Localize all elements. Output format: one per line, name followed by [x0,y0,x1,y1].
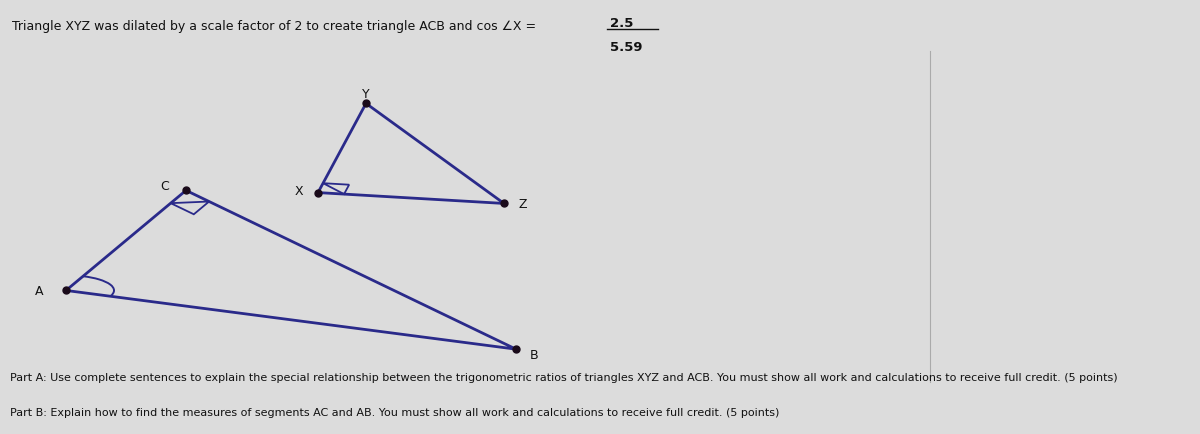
Text: Part A: Use complete sentences to explain the special relationship between the t: Part A: Use complete sentences to explai… [10,373,1117,382]
Text: Triangle XYZ was dilated by a scale factor of 2 to create triangle ACB and cos ∠: Triangle XYZ was dilated by a scale fact… [12,20,536,33]
Text: A: A [35,284,44,297]
Text: X: X [294,184,304,197]
Text: Part B: Explain how to find the measures of segments AC and AB. You must show al: Part B: Explain how to find the measures… [10,408,779,417]
Text: 5.59: 5.59 [610,41,642,54]
Text: 2.5: 2.5 [610,17,632,30]
Text: Y: Y [362,88,370,101]
Text: B: B [529,348,539,361]
Text: C: C [160,179,169,192]
Text: Z: Z [518,197,528,210]
